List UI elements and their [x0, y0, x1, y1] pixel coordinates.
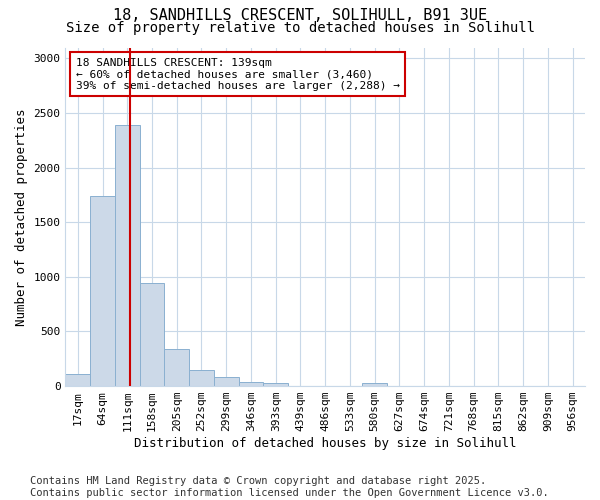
- Bar: [239, 382, 263, 386]
- Bar: [65, 374, 90, 386]
- Y-axis label: Number of detached properties: Number of detached properties: [15, 108, 28, 326]
- Bar: [189, 370, 214, 386]
- Bar: [214, 378, 239, 386]
- Bar: [115, 125, 140, 386]
- Bar: [164, 350, 189, 386]
- Text: 18 SANDHILLS CRESCENT: 139sqm
← 60% of detached houses are smaller (3,460)
39% o: 18 SANDHILLS CRESCENT: 139sqm ← 60% of d…: [76, 58, 400, 91]
- Bar: [263, 383, 288, 386]
- Text: Size of property relative to detached houses in Solihull: Size of property relative to detached ho…: [65, 21, 535, 35]
- Bar: [140, 284, 164, 386]
- Bar: [90, 196, 115, 386]
- Text: 18, SANDHILLS CRESCENT, SOLIHULL, B91 3UE: 18, SANDHILLS CRESCENT, SOLIHULL, B91 3U…: [113, 8, 487, 22]
- Bar: [362, 384, 387, 386]
- Text: Contains HM Land Registry data © Crown copyright and database right 2025.
Contai: Contains HM Land Registry data © Crown c…: [30, 476, 549, 498]
- X-axis label: Distribution of detached houses by size in Solihull: Distribution of detached houses by size …: [134, 437, 517, 450]
